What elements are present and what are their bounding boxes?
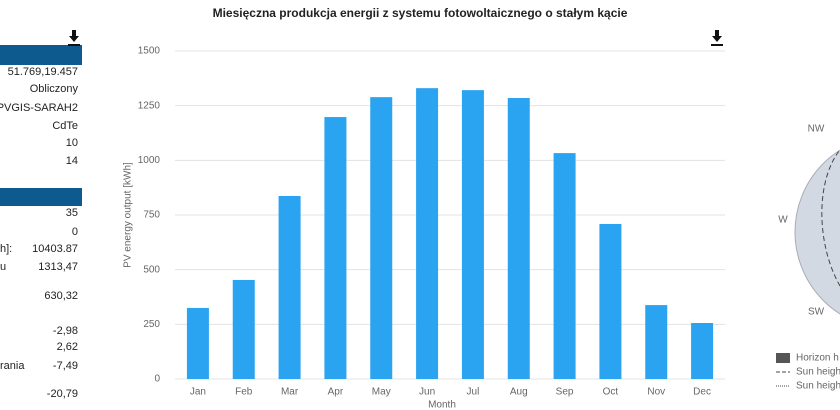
chart-title: Miesięczna produkcja energii z systemu f…	[213, 6, 628, 20]
bar	[553, 153, 576, 379]
y-tick-label: 1500	[138, 46, 161, 57]
result-value: 1313,47	[38, 261, 78, 273]
y-tick-label: 1250	[138, 100, 161, 111]
bar	[416, 88, 439, 379]
download-icon[interactable]	[711, 30, 723, 46]
result-value: -7,49	[53, 360, 78, 372]
result-value: 630,32	[44, 290, 78, 302]
legend-label: Sun heigh	[796, 381, 840, 392]
x-tick-label: Jul	[467, 387, 480, 398]
summary-value: 10	[66, 137, 78, 149]
result-value: 10403.87	[32, 243, 78, 255]
direction-label: SW	[808, 307, 825, 318]
result-value: 0	[72, 226, 78, 238]
sun-path	[821, 149, 840, 287]
bar	[645, 305, 668, 379]
result-value: 2,62	[57, 341, 78, 353]
legend-swatch	[776, 353, 790, 363]
y-tick-label: 500	[143, 264, 160, 275]
y-tick-label: 1000	[138, 155, 161, 166]
direction-label: W	[778, 215, 788, 226]
x-tick-label: Sep	[556, 387, 574, 398]
bar	[232, 279, 255, 379]
legend-label: Sun heigh	[796, 367, 840, 378]
x-tick-label: Apr	[328, 387, 344, 398]
x-tick-label: Feb	[235, 387, 253, 398]
result-value: 35	[66, 207, 78, 219]
result-label: h]:	[0, 243, 12, 255]
x-tick-label: Jan	[190, 387, 206, 398]
bar	[507, 98, 530, 379]
horizon-circle	[794, 149, 840, 315]
result-value: -20,79	[47, 388, 78, 400]
result-label: u	[0, 261, 6, 273]
y-tick-label: 250	[143, 319, 160, 330]
summary-value: 51.769,19.457	[8, 66, 78, 78]
summary-value: CdTe	[52, 120, 78, 132]
bar	[461, 90, 484, 380]
x-tick-label: Aug	[510, 387, 528, 398]
result-label: rania	[0, 360, 25, 372]
bar	[324, 117, 347, 380]
bar	[186, 307, 209, 379]
panel-header	[0, 45, 82, 65]
sun-path-chart	[776, 149, 840, 387]
summary-value: 14	[66, 155, 78, 167]
result-value: -2,98	[53, 325, 78, 337]
download-icon[interactable]	[68, 30, 80, 46]
x-tick-label: Dec	[693, 387, 711, 398]
x-tick-label: Jun	[419, 387, 435, 398]
summary-value: PVGIS-SARAH2	[0, 102, 78, 114]
x-tick-label: Nov	[647, 387, 665, 398]
panel-header	[0, 188, 82, 206]
x-tick-label: Mar	[281, 387, 299, 398]
bar	[370, 97, 393, 379]
y-tick-label: 0	[154, 374, 160, 385]
x-tick-label: Oct	[603, 387, 619, 398]
x-tick-label: May	[372, 387, 391, 398]
legend-label: Horizon h	[796, 353, 839, 364]
direction-label: NW	[808, 124, 825, 135]
x-axis-label: Month	[428, 400, 456, 410]
y-tick-label: 750	[143, 210, 160, 221]
bar	[278, 195, 301, 379]
y-axis-label: PV energy output [kWh]	[123, 162, 134, 268]
bar	[599, 223, 622, 379]
summary-value: Obliczony	[30, 83, 79, 95]
bar	[691, 323, 714, 379]
